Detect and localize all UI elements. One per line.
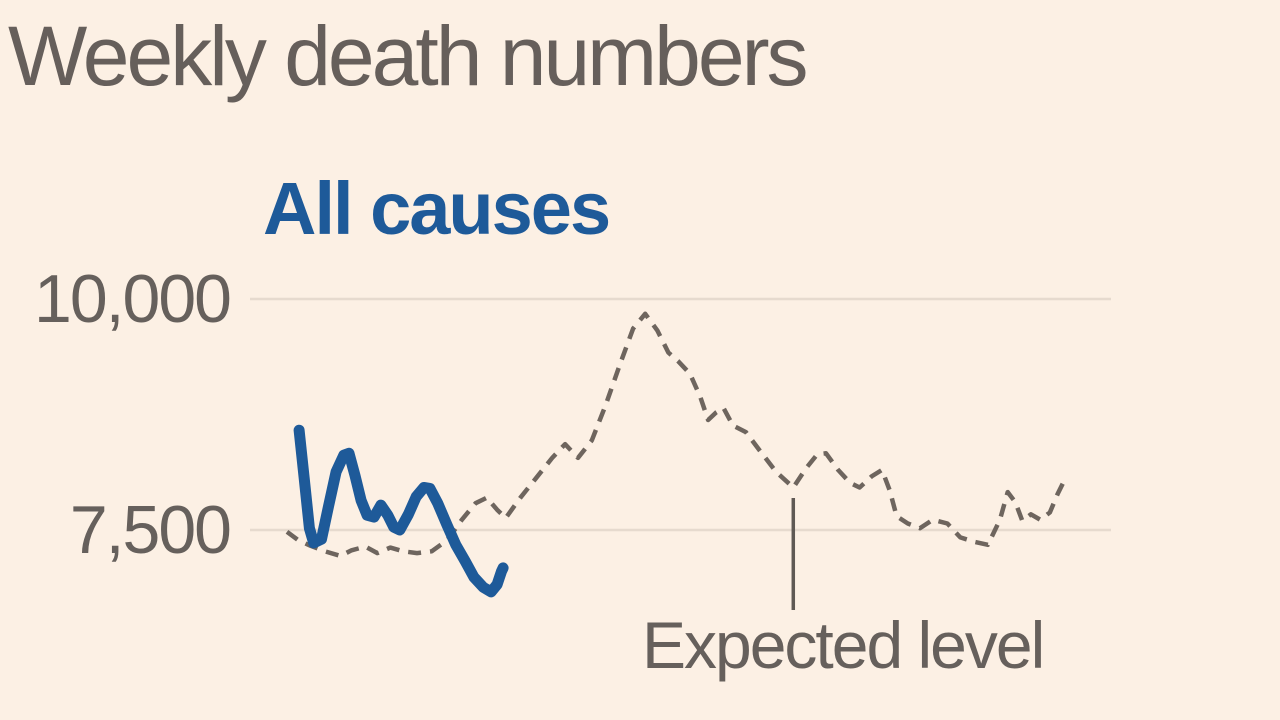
legend-all-causes: All causes (263, 167, 611, 250)
expected-level-line (285, 311, 1068, 559)
y-axis-tick-10000: 10,000 (34, 261, 232, 337)
y-axis-tick-7500: 7,500 (69, 492, 232, 568)
expected-level-annotation-label: Expected level (642, 608, 1045, 682)
all-causes-line (293, 424, 509, 598)
chart-title: Weekly death numbers (8, 9, 809, 103)
